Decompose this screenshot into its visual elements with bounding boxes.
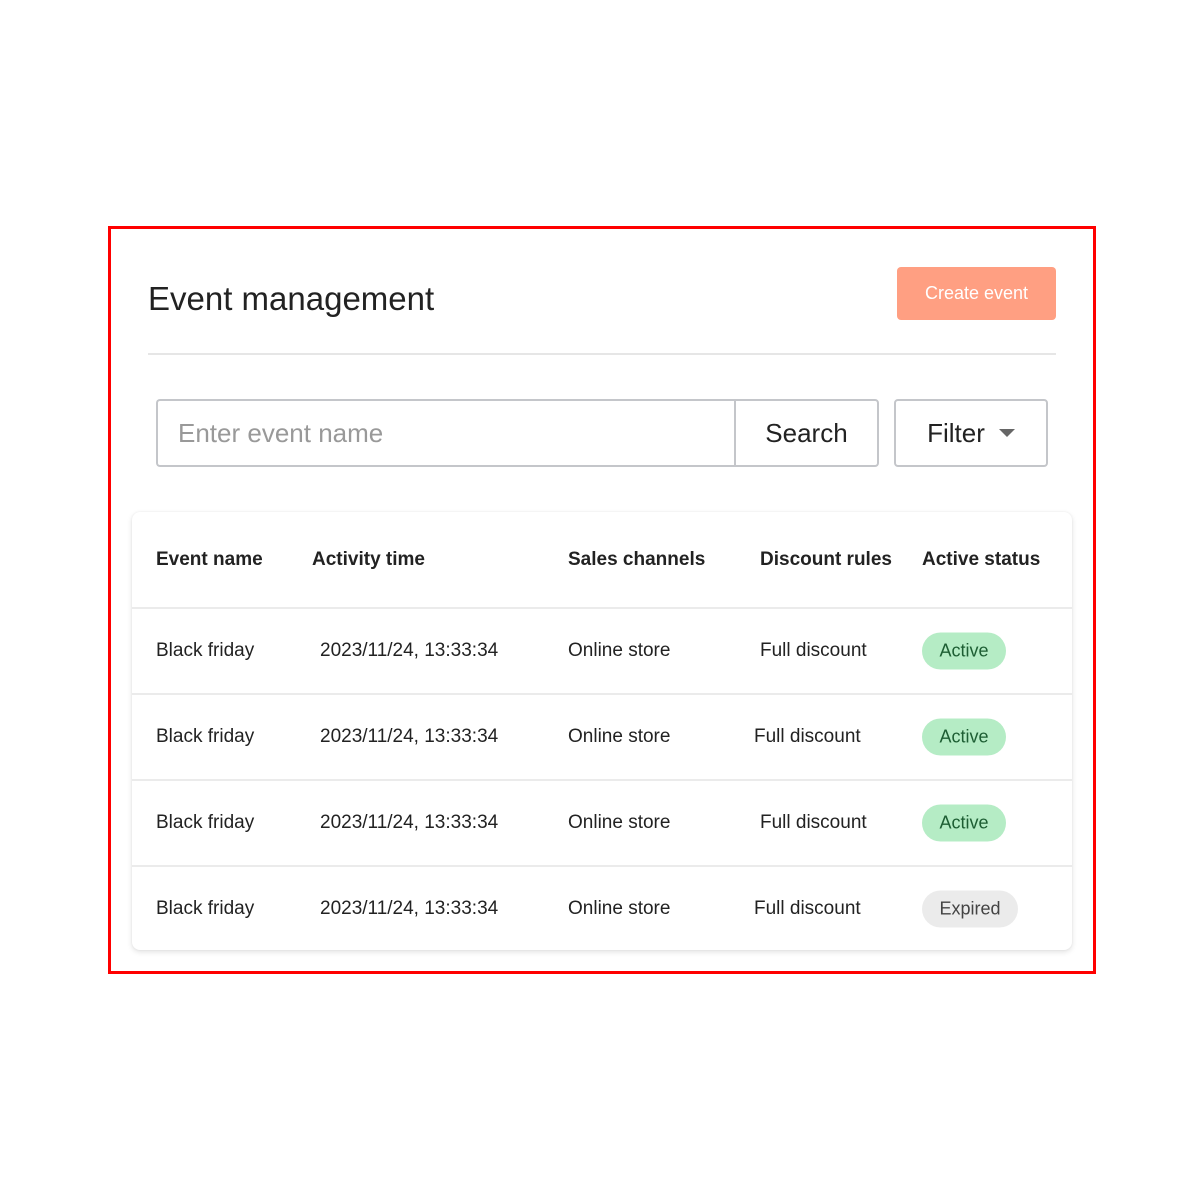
discount-rule: Full discount (760, 640, 867, 661)
column-header: Sales channels (568, 549, 706, 570)
page-title: Event management (148, 280, 435, 317)
highlight-frame (108, 226, 1096, 974)
activity-time: 2023/11/24, 13:33:34 (320, 812, 499, 833)
table-row (132, 779, 1072, 865)
caret-down-icon (998, 429, 1015, 437)
sales-channel: Online store (568, 812, 671, 833)
row-divider (132, 693, 1072, 695)
event-name: Black friday (156, 812, 255, 833)
row-divider (132, 607, 1072, 609)
column-header: Discount rules (760, 549, 892, 570)
table-row (132, 607, 1072, 693)
table-row (132, 693, 1072, 779)
sales-channel: Online store (568, 898, 671, 919)
search-input[interactable] (156, 399, 736, 467)
column-header: Event name (156, 549, 263, 570)
events-table: Event name Activity time Sales channels Dis… (132, 512, 1072, 950)
discount-rule: Full discount (760, 812, 867, 833)
filter-label: Filter (927, 417, 985, 448)
event-name: Black friday (156, 640, 255, 661)
status-badge: Expired (922, 890, 1018, 928)
discount-rule: Full discount (754, 726, 861, 747)
status-badge: Active (922, 804, 1006, 842)
activity-time: 2023/11/24, 13:33:34 (320, 726, 499, 747)
sales-channel: Online store (568, 640, 671, 661)
create-event-button[interactable]: Create event (897, 267, 1056, 320)
sales-channel: Online store (568, 726, 671, 747)
event-name: Black friday (156, 898, 255, 919)
row-divider (132, 779, 1072, 781)
row-divider (132, 865, 1072, 867)
divider (148, 353, 1056, 355)
search-label: Search (765, 417, 848, 448)
column-header: Activity time (312, 549, 425, 570)
status-badge: Active (922, 718, 1006, 756)
discount-rule: Full discount (754, 898, 861, 919)
filter-dropdown[interactable]: Filter (894, 399, 1048, 467)
activity-time: 2023/11/24, 13:33:34 (320, 898, 499, 919)
table-row (132, 865, 1072, 951)
event-name: Black friday (156, 726, 255, 747)
status-badge: Active (922, 632, 1006, 670)
column-header: Active status (922, 549, 1041, 570)
search-button[interactable]: Search (734, 399, 879, 467)
activity-time: 2023/11/24, 13:33:34 (320, 640, 499, 661)
